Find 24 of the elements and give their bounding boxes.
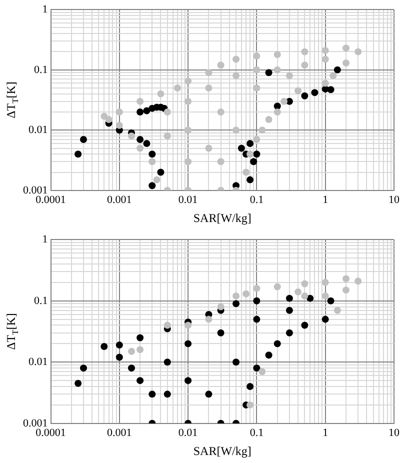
y-axis-title: ΔTT[K] [4,313,20,350]
x-tick-label: 1 [322,426,328,439]
y-tick-label: 0.001 [23,184,48,196]
y-tick-label: 0.01 [28,356,48,368]
x-tick-label: 10 [388,194,400,206]
y-tick-label: 0.1 [34,294,48,307]
x-tick-label: 1 [322,194,328,206]
y-tick-label: 1 [42,3,48,16]
x-tick-label: 10 [388,426,400,439]
x-tick-label: 0.001 [107,194,132,206]
y-tick-label: 0.01 [28,124,48,136]
y-tick-label: 0.1 [34,64,48,76]
y-axis-title: ΔTT[K] [4,82,20,118]
x-tick-label: 0.0001 [36,194,66,206]
x-tick-label: 0.01 [178,194,198,206]
y-tick-label: 1 [42,233,48,246]
x-tick-label: 0.1 [250,194,264,206]
x-axis-title: SAR[W/kg] [193,444,252,458]
x-tick-label: 0.01 [178,426,198,439]
x-tick-label: 0.0001 [36,426,66,439]
x-tick-label: 0.001 [107,426,132,439]
x-tick-label: 0.1 [250,426,264,439]
y-tick-label: 0.001 [23,417,48,430]
x-axis-title: SAR[W/kg] [193,210,252,225]
